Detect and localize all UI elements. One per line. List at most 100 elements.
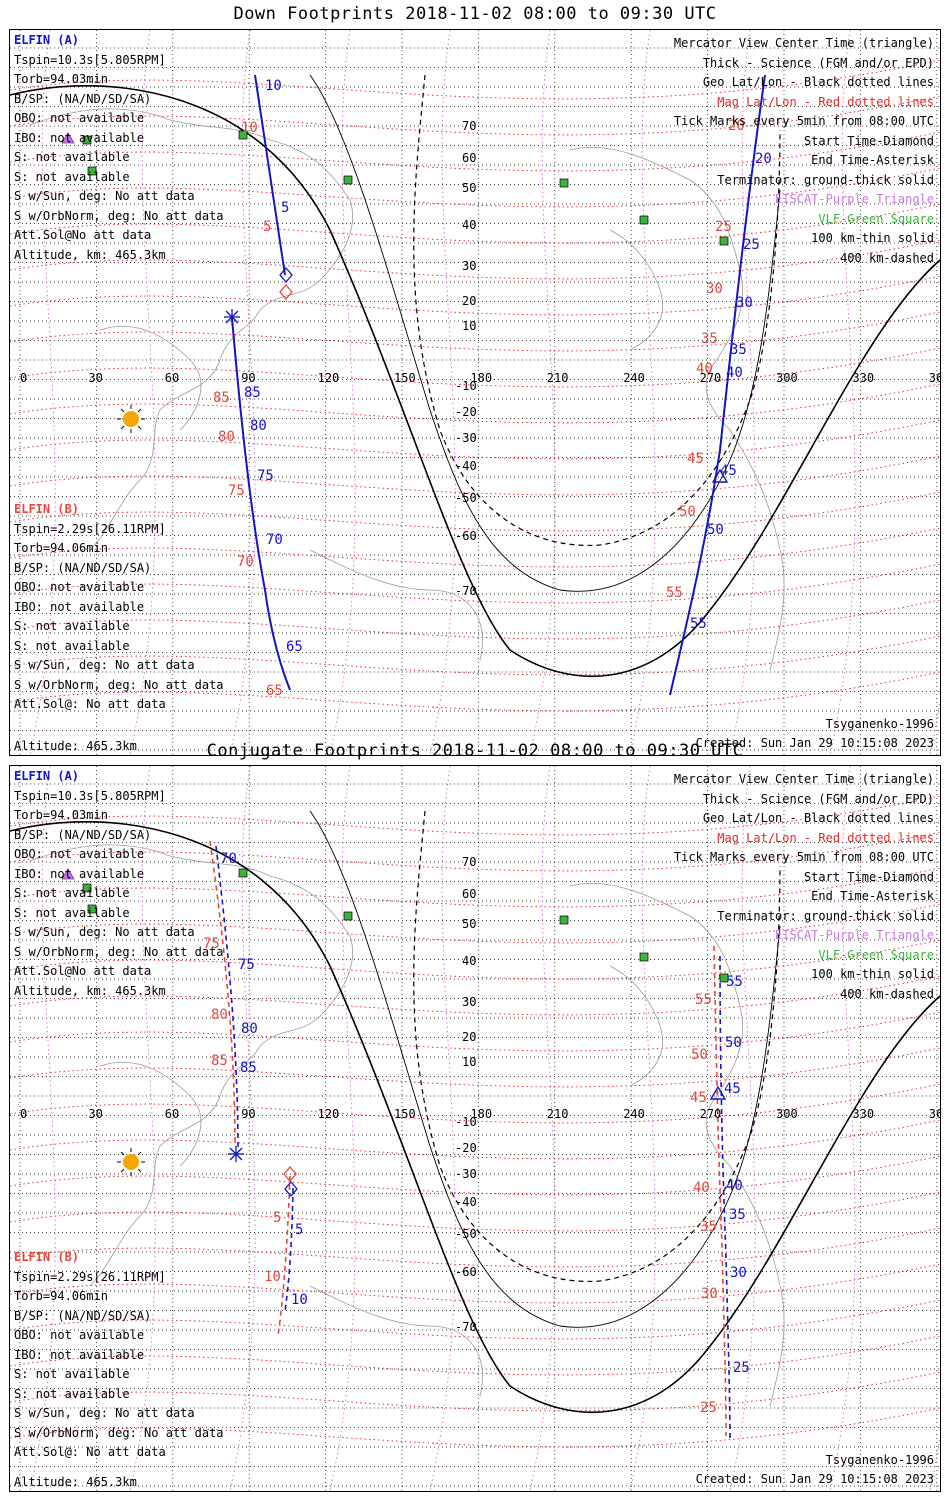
mag-meridian <box>529 30 556 755</box>
track-label: 80 <box>241 1021 258 1037</box>
info-line: OBO: not available <box>14 847 145 861</box>
info-line: OBO: not available <box>14 580 145 594</box>
mag-meridian <box>529 766 556 1491</box>
legend-item: VLF-Green Square <box>818 211 934 226</box>
legend-item: Thick - Science (FGM and/or EPD) <box>702 791 934 806</box>
elfin-b-header: ELFIN (B) <box>14 502 80 516</box>
info-line: Tspin=10.3s[5.805RPM] <box>14 52 166 67</box>
track-label: 5 <box>273 1210 281 1226</box>
lat-tick-label: 70 <box>462 855 476 869</box>
info-line: IBO: not available <box>14 130 145 145</box>
track-label: 10 <box>291 1292 308 1308</box>
lon-tick-label: 300 <box>776 1107 798 1121</box>
model-name: Tsyganenko-1996 <box>825 1453 934 1467</box>
track-label: 75 <box>203 936 220 952</box>
track-label: 30 <box>706 281 723 297</box>
track-label: 45 <box>724 1081 741 1097</box>
terminator <box>10 821 940 1413</box>
lon-tick-label: 120 <box>318 371 340 385</box>
start-diamond-a <box>284 1181 298 1197</box>
track-label: 10 <box>264 1269 281 1285</box>
legend-item: 400 km-dashed <box>840 250 934 265</box>
lon-tick-label: 270 <box>700 1107 722 1121</box>
legend-item: Mag Lat/Lon - Red dotted lines <box>717 94 934 109</box>
elfin-b-info: ELFIN (B) Tspin=2.29s[26.11RPM] Torb=94.… <box>14 1248 224 1463</box>
info-line: Altitude, km: 465.3km <box>14 247 166 262</box>
info-line: S: not available <box>14 638 130 653</box>
panel-title: Conjugate Footprints 2018-11-02 08:00 to… <box>206 741 744 761</box>
lon-tick-label: 180 <box>470 1107 492 1121</box>
track-label: 70 <box>237 554 254 570</box>
track-label: 20 <box>728 118 745 134</box>
info-line: S: not available <box>14 905 130 920</box>
elfin-a-header: ELFIN (A) <box>14 33 80 47</box>
info-line: Torb=94.03min <box>14 72 108 86</box>
track-label: 50 <box>679 504 696 520</box>
lon-tick-label: 90 <box>241 1107 255 1121</box>
footprint-100km <box>309 74 781 592</box>
lon-tick-label: 240 <box>623 1107 645 1121</box>
info-line: S w/Sun, deg: No att data <box>14 658 195 672</box>
terminator <box>10 85 940 677</box>
lat-tick-label: 50 <box>462 917 476 931</box>
center-triangle <box>711 468 729 483</box>
mag-meridian <box>429 766 456 1491</box>
start-diamond-a <box>279 267 293 283</box>
mag-meridian <box>629 30 656 755</box>
track-label: 25 <box>715 219 732 235</box>
legend-item: Tick Marks every 5min from 08:00 UTC <box>673 850 934 864</box>
elfin-a-track-left2 <box>284 1187 294 1312</box>
track-label: 85 <box>244 385 261 401</box>
lat-tick-label: 20 <box>462 294 476 308</box>
lat-tick-label: -50 <box>455 491 477 505</box>
track-label: 75 <box>238 957 255 973</box>
track-label: 50 <box>691 1047 708 1063</box>
lon-tick-label: 60 <box>165 1107 179 1121</box>
track-label: 75 <box>257 468 274 484</box>
track-label: 85 <box>213 390 230 406</box>
track-label: 10 <box>265 78 282 94</box>
lon-tick-label: 150 <box>394 1107 416 1121</box>
lon-tick-label: 330 <box>852 371 874 385</box>
lon-tick-label: 90 <box>241 371 255 385</box>
track-label: 25 <box>733 1360 750 1376</box>
footprint-400km <box>413 74 781 547</box>
start-diamond-b <box>283 1166 297 1182</box>
info-line: S w/OrbNorm, deg: No att data <box>14 1425 224 1440</box>
legend-item: Geo Lat/Lon - Black dotted lines <box>702 75 934 89</box>
footprint-100km <box>309 810 781 1328</box>
legend-item: Terminator: ground-thick solid <box>717 172 934 187</box>
track-label: 35 <box>730 342 747 358</box>
track-label: 80 <box>218 429 235 445</box>
elfin-a-track-left <box>215 845 239 1152</box>
elfin-b-header: ELFIN (B) <box>14 1250 80 1264</box>
track-label: 25 <box>700 1400 717 1416</box>
lat-tick-label: -70 <box>455 584 477 598</box>
info-line: S: not available <box>14 619 130 633</box>
geo-grid <box>10 30 940 755</box>
lon-tick-label: 240 <box>623 371 645 385</box>
lat-tick-label: -20 <box>455 1141 477 1155</box>
eiscat-triangle-icon <box>61 868 75 880</box>
lat-tick-label: -30 <box>455 1167 477 1181</box>
track-label: 45 <box>687 451 704 467</box>
track-label: 40 <box>693 1180 710 1196</box>
legend-item: Terminator: ground-thick solid <box>717 908 934 923</box>
legend-item: VLF-Green Square <box>818 947 934 962</box>
track-label: 55 <box>666 585 683 601</box>
lon-tick-label: 330 <box>852 1107 874 1121</box>
info-line: B/SP: (NA/ND/SD/SA) <box>14 91 152 106</box>
track-label: 25 <box>743 237 760 253</box>
track-label: 65 <box>266 683 283 699</box>
down-footprints-map: 0 30 60 90 120 150 180 210 240 270 300 330 360 70 60 5… <box>9 29 941 756</box>
track-label: 30 <box>701 1286 718 1302</box>
info-line: S: not available <box>14 150 130 164</box>
map-canvas: 0 30 60 90 120 150 180 210 240 270 300 330 360 70 60 5… <box>10 30 940 755</box>
track-label: 40 <box>726 365 743 381</box>
track-label: 75 <box>228 483 245 499</box>
elfin-a-header: ELFIN (A) <box>14 769 80 783</box>
geo-grid <box>10 766 940 1491</box>
lat-tick-label: 60 <box>462 887 476 901</box>
lat-tick-label: -40 <box>455 459 477 473</box>
legend-item: Start Time-Diamond <box>803 133 934 148</box>
